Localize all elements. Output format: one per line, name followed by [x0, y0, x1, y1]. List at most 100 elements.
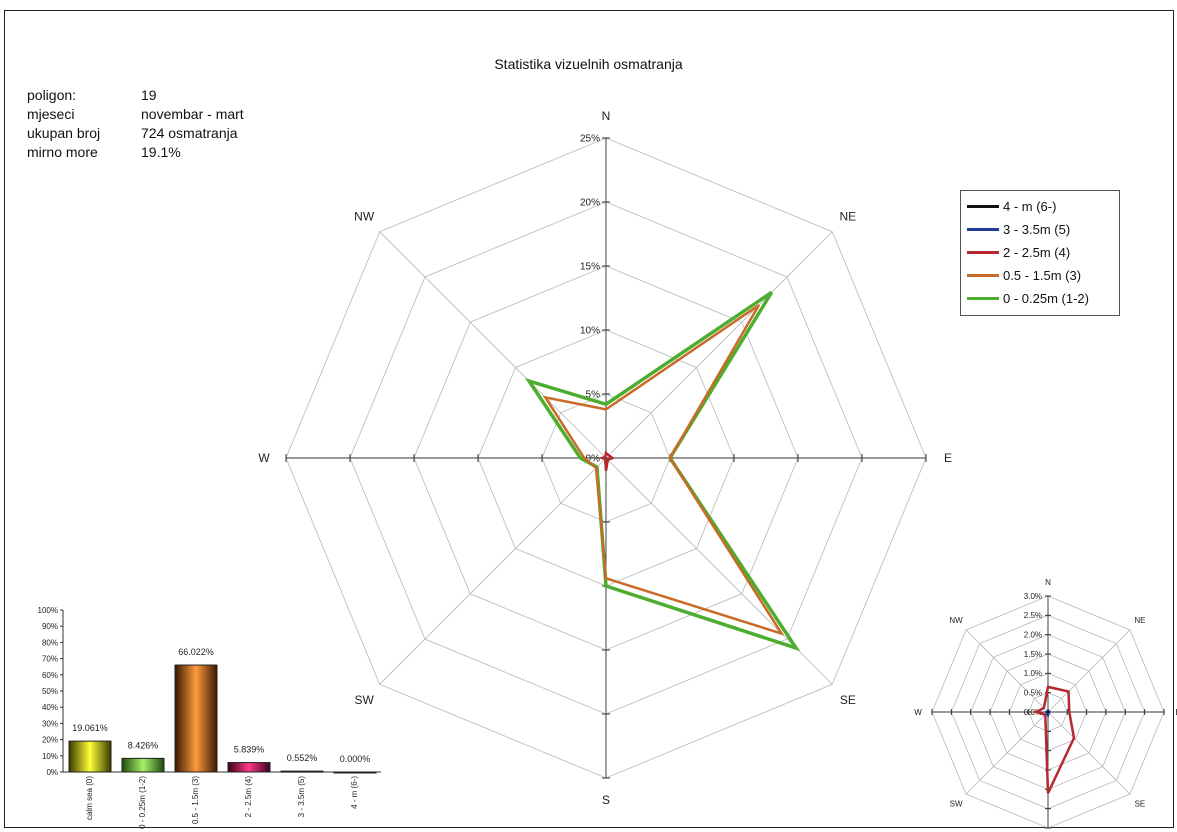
series-line — [1033, 685, 1076, 794]
direction-label: W — [258, 451, 270, 465]
bar-data-label: 66.022% — [178, 647, 214, 657]
series-line — [542, 304, 785, 636]
bar-y-tick-label: 100% — [38, 606, 58, 615]
direction-label: SE — [1135, 800, 1146, 809]
chart-frame — [4, 10, 1174, 828]
direction-label: E — [1175, 708, 1177, 717]
direction-label: NE — [1134, 616, 1145, 625]
direction-label: SW — [950, 800, 963, 809]
bar-y-tick-label: 40% — [42, 703, 58, 712]
info-key: mirno more — [27, 144, 98, 160]
series-line — [1046, 710, 1050, 714]
tick-label: 5% — [586, 390, 601, 401]
legend-item: 2 - 2.5m (4) — [967, 241, 1113, 264]
bar — [121, 757, 165, 773]
series-line — [524, 290, 801, 652]
grid-spoke — [1047, 711, 1131, 795]
direction-label: N — [602, 109, 611, 123]
bar-data-label: 19.061% — [72, 723, 108, 733]
info-value: 19 — [141, 87, 157, 103]
bar-category-label: calm sea (0) — [85, 776, 94, 820]
legend-item: 3 - 3.5m (5) — [967, 218, 1113, 241]
bar-data-label: 8.426% — [128, 740, 159, 750]
legend-swatch — [967, 228, 999, 231]
direction-label: SE — [840, 693, 856, 707]
info-key: poligon: — [27, 87, 77, 103]
bar-y-tick-label: 50% — [42, 687, 58, 696]
tick-label: 10% — [580, 326, 600, 337]
grid-spoke — [605, 231, 833, 459]
tick-label: 25% — [580, 134, 600, 145]
bar-category-label: 0.5 - 1.5m (3) — [191, 776, 200, 824]
info-value: 724 osmatranja — [141, 125, 238, 141]
legend-label: 3 - 3.5m (5) — [1003, 222, 1071, 237]
legend-label: 0 - 0.25m (1-2) — [1003, 291, 1089, 306]
tick-label: 2.5% — [1024, 611, 1042, 620]
legend-swatch — [967, 251, 999, 254]
legend: 4 - m (6-) 3 - 3.5m (5) 2 - 2.5m (4) 0.5… — [960, 190, 1120, 316]
info-row: mjeseci novembar - mart — [27, 105, 244, 124]
legend-swatch — [967, 297, 999, 300]
tick-label: 0.0% — [1024, 708, 1042, 717]
tick-label: 0% — [586, 454, 601, 465]
bar-data-label: 0.000% — [340, 754, 371, 764]
bar — [68, 740, 112, 773]
direction-label: E — [944, 451, 952, 465]
tick-label: 1.0% — [1024, 669, 1042, 678]
tick-label: 3.0% — [1024, 592, 1042, 601]
bar — [227, 762, 271, 773]
info-block: poligon: 19 mjeseci novembar - mart ukupan… — [27, 86, 244, 162]
info-row: mirno more 19.1% — [27, 143, 244, 162]
info-value: 19.1% — [141, 144, 181, 160]
bar-y-tick-label: 0% — [46, 768, 58, 777]
bar-y-tick-label: 60% — [42, 671, 58, 680]
bar-y-tick-label: 20% — [42, 736, 58, 745]
legend-label: 2 - 2.5m (4) — [1003, 245, 1071, 260]
bar-category-label: 3 - 3.5m (5) — [297, 776, 306, 818]
grid-spoke — [1047, 629, 1131, 713]
direction-label: NE — [839, 209, 856, 223]
bar-category-label: 2 - 2.5m (4) — [244, 776, 253, 818]
legend-swatch — [967, 274, 999, 277]
bar — [280, 770, 324, 773]
chart-title: Statistika vizuelnih osmatranja — [494, 56, 683, 72]
direction-label: NW — [949, 616, 963, 625]
info-row: ukupan broj 724 osmatranja — [27, 124, 244, 143]
grid-spoke — [965, 629, 1049, 713]
bar-data-label: 0.552% — [287, 753, 318, 763]
direction-label: N — [1045, 578, 1051, 587]
direction-label: S — [602, 793, 610, 807]
bar-y-tick-label: 90% — [42, 622, 58, 631]
legend-item: 0.5 - 1.5m (3) — [967, 264, 1113, 287]
direction-label: SW — [354, 693, 374, 707]
tick-label: 1.5% — [1024, 650, 1042, 659]
grid-spoke — [379, 231, 607, 459]
tick-label: 0.5% — [1024, 688, 1042, 697]
bar-category-label: 4 - m (6-) — [350, 776, 359, 809]
direction-label: NW — [354, 209, 375, 223]
legend-label: 4 - m (6-) — [1003, 199, 1057, 214]
legend-label: 0.5 - 1.5m (3) — [1003, 268, 1082, 283]
info-value: novembar - mart — [141, 106, 244, 122]
legend-item: 4 - m (6-) — [967, 195, 1113, 218]
info-key: ukupan broj — [27, 125, 101, 141]
grid-spoke — [965, 711, 1049, 795]
info-key: mjeseci — [27, 106, 75, 122]
bar — [174, 664, 218, 773]
bar-data-label: 5.839% — [234, 745, 265, 755]
bar — [333, 771, 377, 774]
bar-category-label: 0 - 0.25m (1-2) — [138, 776, 147, 829]
bar-y-tick-label: 10% — [42, 752, 58, 761]
legend-swatch — [967, 205, 999, 208]
tick-label: 20% — [580, 198, 600, 209]
bar-y-tick-label: 70% — [42, 655, 58, 664]
bar-y-tick-label: 30% — [42, 719, 58, 728]
grid-spoke — [379, 457, 607, 685]
bar-y-tick-label: 80% — [42, 638, 58, 647]
series-line — [597, 450, 615, 472]
tick-label: 2.0% — [1024, 630, 1042, 639]
direction-label: W — [914, 708, 922, 717]
tick-label: 15% — [580, 262, 600, 273]
legend-item: 0 - 0.25m (1-2) — [967, 287, 1113, 310]
